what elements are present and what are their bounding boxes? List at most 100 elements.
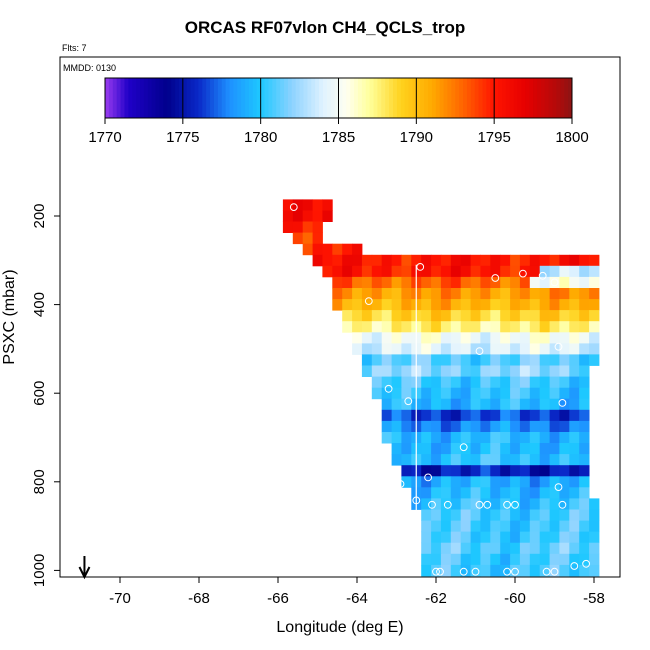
heatmap-cell <box>510 354 521 366</box>
heatmap-cell <box>569 310 580 322</box>
heatmap-cell <box>440 321 452 333</box>
heatmap-cell <box>500 476 511 488</box>
heatmap-cell <box>391 343 402 355</box>
heatmap-cell <box>440 420 452 433</box>
heatmap-cell <box>480 465 491 477</box>
colorbar-segment <box>373 78 378 118</box>
heatmap-cell <box>470 276 481 289</box>
heatmap-cell <box>549 443 560 455</box>
heatmap-cell <box>559 343 570 355</box>
heatmap-cell <box>431 398 442 411</box>
heatmap-cell <box>381 432 392 444</box>
heatmap-cell <box>361 365 373 377</box>
heatmap-cell <box>480 509 491 521</box>
heatmap-cell <box>529 288 541 300</box>
heatmap-cell <box>480 343 491 355</box>
heatmap-cell <box>480 476 491 488</box>
heatmap-cell <box>500 398 511 411</box>
heatmap-cell <box>381 398 392 411</box>
heatmap-cell <box>579 553 590 566</box>
heatmap-cell <box>460 276 471 289</box>
heatmap-cell <box>529 498 541 510</box>
observation-point <box>432 567 440 576</box>
heatmap-cell <box>559 420 570 433</box>
heatmap-cell <box>490 288 501 300</box>
observation-point <box>459 443 468 452</box>
colorbar-segment <box>369 78 375 118</box>
heatmap-cell <box>569 343 580 355</box>
colorbar-segment <box>307 78 312 118</box>
colorbar-segment <box>194 78 199 118</box>
heatmap-cell <box>460 310 471 322</box>
heatmap-cell <box>539 376 550 389</box>
heatmap-cell <box>431 276 442 289</box>
heatmap-cell <box>371 265 383 278</box>
heatmap-cell <box>480 376 491 389</box>
colorbar-segment <box>245 78 250 118</box>
heatmap-cell <box>529 531 541 544</box>
heatmap-cell <box>589 354 600 366</box>
heatmap-cell <box>302 199 313 211</box>
heatmap-cell <box>579 398 590 411</box>
colorbar-segment <box>501 78 507 118</box>
heatmap-cell <box>529 465 541 477</box>
observation-point <box>475 347 484 356</box>
heatmap-cell <box>579 487 590 499</box>
heatmap-cell <box>431 343 442 355</box>
heatmap-cell <box>361 265 373 278</box>
observation-point <box>475 500 484 509</box>
heatmap-cell <box>539 553 550 566</box>
colorbar-segment <box>540 78 546 118</box>
heatmap-cell <box>500 454 511 466</box>
colorbar-segment <box>361 78 367 118</box>
heatmap-cell <box>440 376 452 389</box>
heatmap-cell <box>450 254 462 267</box>
heatmap-cell <box>421 321 432 333</box>
heatmap-cell <box>529 409 541 422</box>
heatmap-cell <box>460 321 471 333</box>
heatmap-cell <box>569 498 580 510</box>
heatmap-cell <box>519 553 531 566</box>
heatmap-cell <box>450 443 462 455</box>
heatmap-cell <box>332 288 343 300</box>
heatmap-cell <box>510 454 521 466</box>
colorbar-segment <box>389 78 394 118</box>
colorbar-segment <box>354 78 359 118</box>
heatmap-cell <box>361 299 373 311</box>
heatmap-cell <box>579 276 590 289</box>
heatmap-cell <box>589 520 600 533</box>
heatmap-cell <box>480 254 491 267</box>
heatmap-cell <box>559 254 570 267</box>
heatmap-cell <box>480 420 491 433</box>
colorbar-segment <box>451 78 456 118</box>
heatmap-cell <box>381 288 392 300</box>
heatmap-cell <box>559 310 570 322</box>
heatmap-cell <box>490 509 501 521</box>
heatmap-cell <box>529 354 541 366</box>
heatmap-cell <box>440 509 452 521</box>
heatmap-cell <box>510 254 521 267</box>
colorbar-segment <box>513 78 519 118</box>
heatmap-cell <box>431 420 442 433</box>
heatmap-cell <box>539 254 550 267</box>
heatmap-cell <box>450 332 462 344</box>
heatmap-cell <box>361 254 373 267</box>
heatmap-cell <box>352 343 363 355</box>
colorbar-tick-label: 1780 <box>244 129 277 146</box>
heatmap-cell <box>579 299 590 311</box>
x-tick-label: -68 <box>188 590 210 607</box>
heatmap-cell <box>569 332 580 344</box>
heatmap-cell <box>539 542 550 555</box>
heatmap-cell <box>450 564 462 577</box>
heatmap-cell <box>569 542 580 555</box>
heatmap-cell <box>381 254 392 267</box>
heatmap-cell <box>490 476 501 488</box>
heatmap-cell <box>470 476 481 488</box>
heatmap-cell <box>440 465 452 477</box>
heatmap-cell <box>391 420 402 433</box>
heatmap-cell <box>391 432 402 444</box>
heatmap-cell <box>450 376 462 389</box>
heatmap-cell <box>431 520 442 533</box>
heatmap-cell <box>529 265 541 278</box>
